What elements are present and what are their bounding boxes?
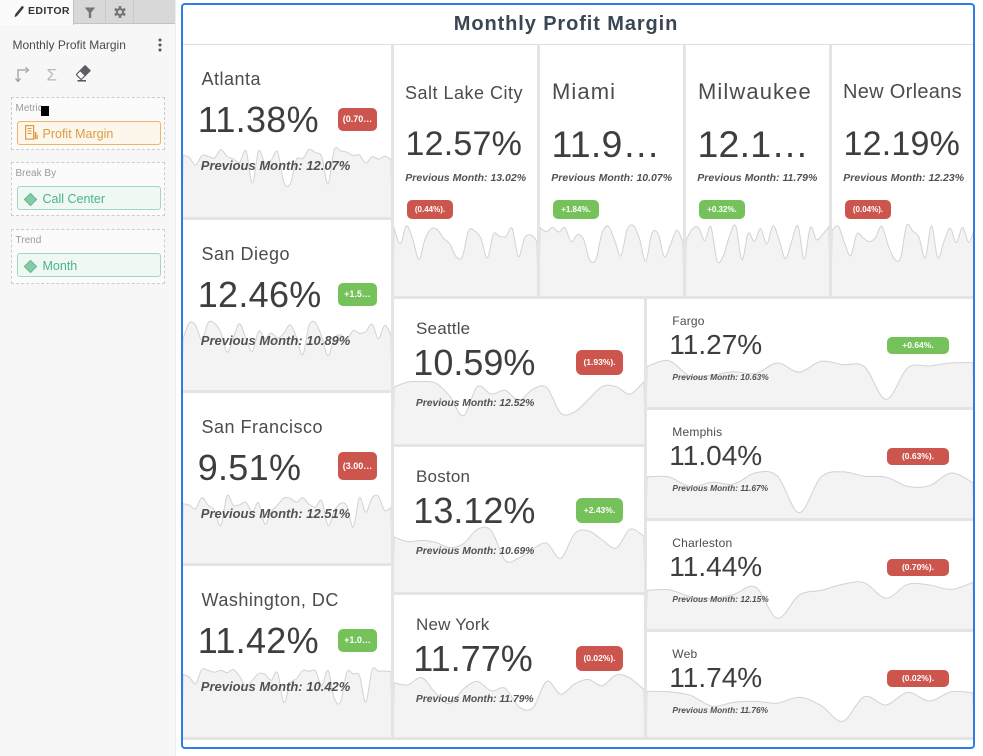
svg-text:Σ: Σ — [46, 66, 57, 84]
